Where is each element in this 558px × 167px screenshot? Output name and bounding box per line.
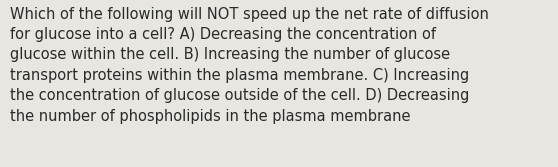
Text: Which of the following will NOT speed up the net rate of diffusion
for glucose i: Which of the following will NOT speed up… bbox=[10, 7, 489, 124]
